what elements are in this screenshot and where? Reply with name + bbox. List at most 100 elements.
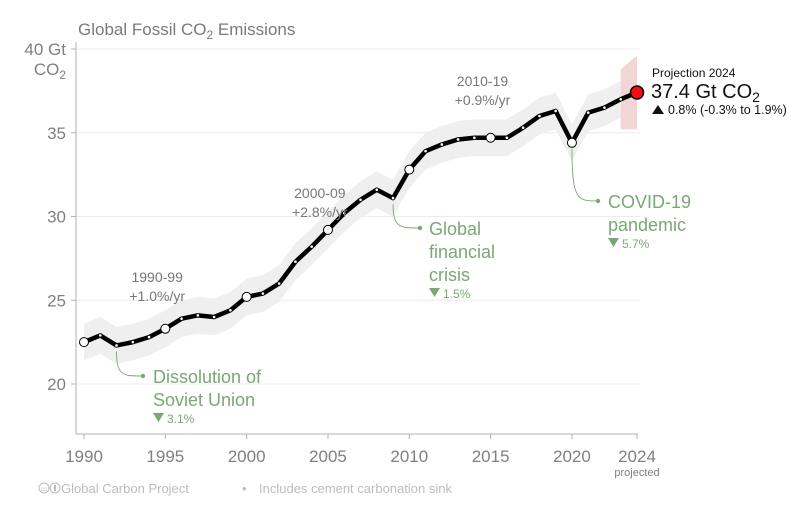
data-point-highlight (322, 224, 333, 235)
data-point (212, 315, 216, 319)
event-label: Dissolution of (153, 367, 262, 387)
data-point (554, 109, 557, 113)
data-point (98, 334, 102, 337)
triangle-down-icon (153, 413, 164, 422)
footer-source: Global Carbon Project (61, 481, 189, 496)
projection-band-area (620, 55, 637, 130)
y-tick-label: 30 (47, 208, 66, 227)
decade-period-label: 2000-09 (294, 185, 346, 201)
cc-by-icon: cc (38, 482, 61, 494)
data-point (424, 149, 427, 153)
event-change-label: 1.5% (443, 287, 471, 301)
triangle-down-icon (608, 238, 619, 247)
y-axis-ticks: 20 25 30 35 40 Gt (24, 40, 76, 394)
data-point (391, 196, 395, 200)
data-point-highlight (241, 291, 252, 302)
footer-separator: • (242, 481, 247, 496)
annotation-leader-line (116, 351, 144, 377)
projection-marker (629, 85, 645, 100)
data-points (79, 85, 645, 348)
uncertainty-band-area (84, 74, 637, 364)
y-tick-label: 35 (47, 124, 66, 143)
data-point (147, 335, 151, 339)
decade-period-label: 1990-99 (131, 269, 183, 285)
data-point (359, 198, 362, 202)
data-point-highlight (160, 323, 171, 334)
event-change-label: 5.7% (622, 237, 650, 251)
data-point (342, 211, 346, 215)
decade-rate-label: +0.9%/yr (455, 92, 511, 108)
x-tick-label: 1990 (65, 447, 103, 466)
x-tick-label: 2020 (553, 447, 591, 466)
decade-annotations: 1990-99 +1.0%/yr 2000-09 +2.8%/yr 2010-19 +0.… (129, 73, 510, 304)
annotation-leader-line (571, 148, 599, 202)
y-tick-label: 25 (47, 291, 66, 310)
data-point (310, 245, 314, 248)
annotation-leader-dot (595, 198, 601, 204)
event-label: financial (429, 242, 495, 262)
data-point-highlight (404, 164, 415, 175)
data-point (473, 136, 476, 140)
data-point (294, 260, 297, 264)
triangle-down-icon (429, 288, 440, 297)
data-point (180, 317, 183, 320)
triangle-up-icon (652, 105, 664, 114)
data-point (277, 282, 281, 285)
annotation-leader-line (392, 204, 421, 229)
footer: cc Global Carbon Project • Includes ceme… (38, 481, 452, 496)
x-tick-sublabel: projected (614, 467, 659, 479)
projection-label: Projection 2024 (652, 66, 736, 80)
x-axis-ticks: 1990 1995 2000 2005 2010 2015 2020 2024projecte… (65, 434, 660, 479)
projection-callout: Projection 2024 37.4 Gt CO2 0.8% (-0.3% … (651, 66, 787, 117)
decade-rate-label: +1.0%/yr (129, 288, 185, 304)
chart-title: Global Fossil CO2 Emissions (78, 20, 295, 42)
annotation-leaders (116, 148, 601, 379)
x-tick-label: 2024 (618, 447, 656, 466)
annotation-leader-dot (417, 225, 423, 231)
x-tick-label: 2005 (309, 447, 347, 466)
event-annotations: Dissolution of Soviet Union 3.1% Global fina… (153, 192, 691, 426)
svg-text:cc: cc (41, 487, 47, 493)
data-point (440, 143, 444, 146)
emissions-series-line (81, 90, 640, 348)
data-point-highlight (566, 137, 577, 148)
event-label: COVID-19 (608, 192, 691, 212)
decade-period-label: 2010-19 (457, 73, 509, 89)
data-point (619, 97, 623, 101)
event-label: pandemic (608, 215, 686, 235)
data-point (375, 188, 379, 191)
projection-change: 0.8% (-0.3% to 1.9%) (668, 103, 787, 117)
decade-rate-label: +2.8%/yr (292, 204, 348, 220)
data-point (521, 126, 525, 130)
data-point (229, 309, 232, 312)
data-point (131, 340, 135, 344)
event-label: crisis (429, 265, 470, 285)
data-point (538, 114, 541, 118)
data-point (196, 314, 200, 317)
data-point (456, 138, 460, 141)
data-point (505, 136, 509, 140)
projection-value: 37.4 Gt CO2 (651, 81, 760, 105)
event-label: Soviet Union (153, 390, 255, 410)
y-tick-label: 20 (47, 375, 66, 394)
projection-uncertainty-band (620, 55, 637, 130)
data-point-highlight (79, 337, 89, 348)
y-axis-unit-label: CO2 (34, 60, 67, 82)
annotation-leader-dot (140, 373, 146, 379)
x-tick-label: 2000 (228, 447, 266, 466)
data-point (261, 292, 265, 295)
data-point (603, 106, 606, 109)
data-point (586, 111, 590, 114)
event-change-label: 3.1% (167, 412, 195, 426)
emissions-line (81, 90, 640, 348)
y-tick-label: 40 Gt (24, 40, 66, 59)
data-point (115, 344, 118, 347)
x-tick-label: 2015 (472, 447, 510, 466)
x-tick-label: 1995 (146, 447, 184, 466)
x-tick-label: 2010 (390, 447, 428, 466)
uncertainty-band (84, 74, 637, 364)
axes (75, 42, 638, 435)
event-label: Global (429, 219, 481, 239)
data-point-highlight (485, 132, 496, 143)
